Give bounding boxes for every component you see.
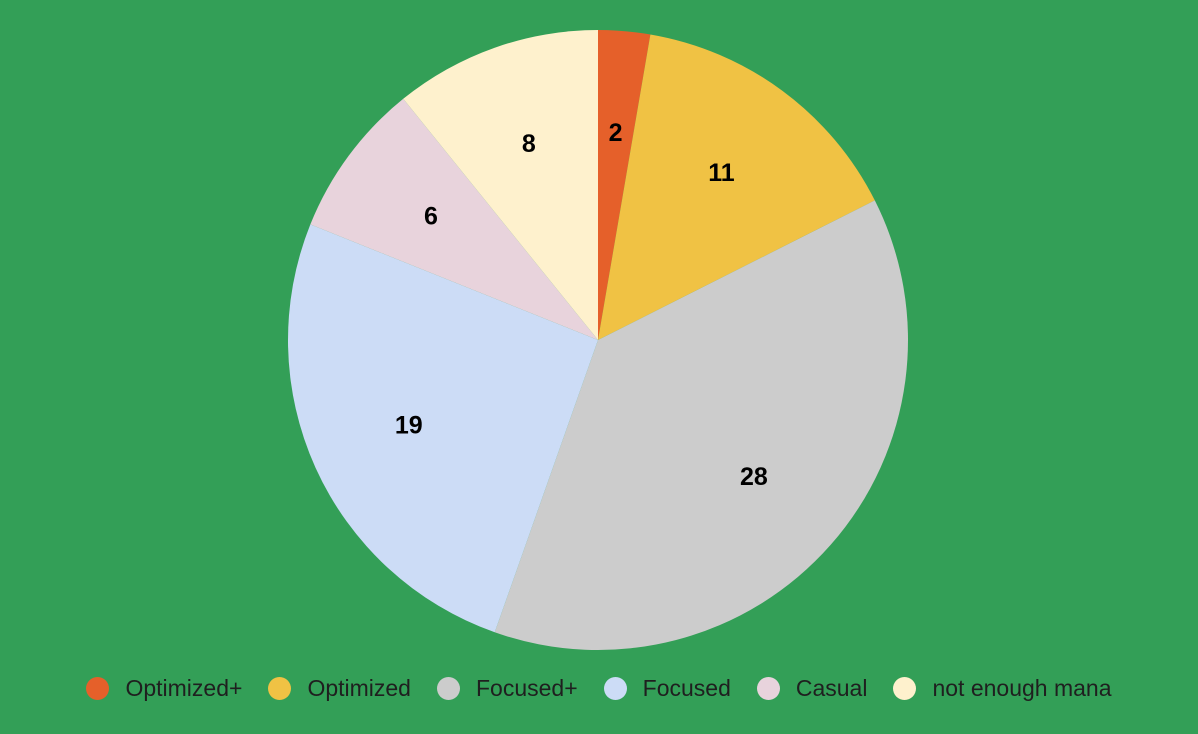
data-label: 28 [740,463,768,491]
pie-slice-focused- [494,200,908,651]
data-label: 11 [708,159,735,187]
legend-label: Focused+ [475,674,578,701]
pie-slice-focused [287,224,598,633]
pie-slice-optimized- [598,30,651,340]
pie-slice-casual [310,98,598,340]
legend-label: Optimized+ [125,674,243,701]
legend-label: Optimized [307,674,411,701]
data-label: 19 [395,412,423,440]
data-label: 2 [609,119,623,147]
legend-swatch [603,676,627,700]
legend-swatch [756,676,780,700]
legend: Optimized+ Optimized Focused+ Focused Casual… [0,668,1198,708]
legend-swatch [893,676,917,700]
data-label: 6 [424,202,438,230]
legend-item: Casual [756,674,868,702]
legend-item: not enough mana [893,674,1112,702]
legend-label: Focused [642,674,731,701]
legend-item: Focused+ [436,674,578,702]
legend-item: Focused [603,674,731,702]
legend-swatch [86,676,110,700]
legend-swatch [268,676,292,700]
pie-slice-not-enough-mana [403,30,598,340]
legend-item: Optimized+ [86,675,242,702]
legend-label: not enough mana [932,674,1112,701]
pie-slice-optimized [598,34,875,340]
legend-label: Casual [795,674,868,701]
legend-item: Optimized [268,675,411,702]
legend-swatch [436,676,460,700]
data-label: 8 [522,130,536,158]
